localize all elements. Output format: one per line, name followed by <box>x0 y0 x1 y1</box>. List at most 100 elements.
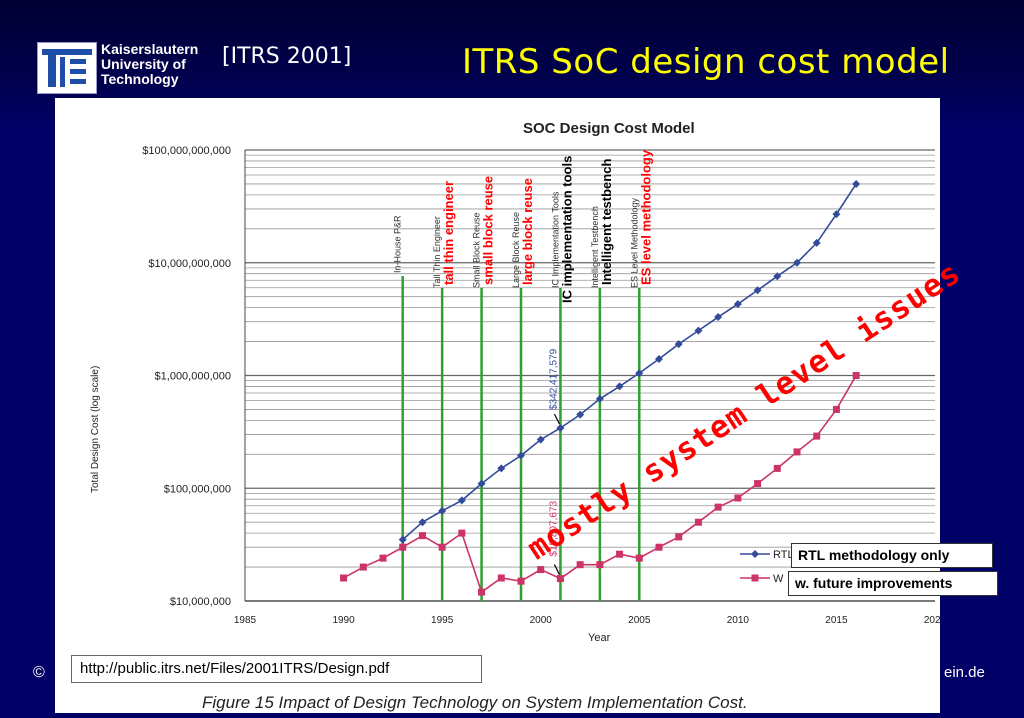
rtl-series-line <box>402 183 857 541</box>
rtl-data-point <box>477 479 486 488</box>
series <box>340 179 861 596</box>
source-tag: [ITRS 2001] <box>222 44 352 69</box>
future-data-point <box>379 554 387 562</box>
rtl-data-point <box>418 518 427 527</box>
future-data-point <box>556 575 564 583</box>
rtl-data-point <box>457 496 466 505</box>
future-data-point <box>714 503 722 511</box>
rtl-data-point <box>398 535 407 544</box>
data-label: $15,807,673 <box>548 501 559 557</box>
x-axis-label: Year <box>588 632 611 644</box>
future-data-point <box>359 563 367 571</box>
legend-swatch-marker <box>751 574 759 582</box>
rtl-data-point <box>438 506 447 515</box>
x-tick-label: 2020 <box>924 615 940 626</box>
rtl-data-point <box>832 210 841 219</box>
milestone-label: In-House P&R <box>393 215 403 273</box>
rtl-data-point <box>615 382 624 391</box>
rtl-data-point <box>812 238 821 247</box>
future-data-point <box>596 561 604 569</box>
x-tick-label: 2005 <box>628 615 651 626</box>
rtl-data-point <box>655 355 663 364</box>
y-tick-label: $10,000,000 <box>170 596 231 608</box>
rtl-data-point <box>635 369 644 378</box>
source-url[interactable]: http://public.itrs.net/Files/2001ITRS/De… <box>71 655 482 683</box>
future-data-point <box>478 588 486 596</box>
slide-title: ITRS SoC design cost model <box>462 42 950 82</box>
future-data-point <box>497 574 505 582</box>
rtl-data-point <box>852 179 861 188</box>
future-data-point <box>754 480 762 488</box>
legend-swatch-marker <box>751 550 759 558</box>
footer-link-fragment: ein.de <box>944 664 985 681</box>
legend-entry-rtl: RTL methodology only <box>791 543 993 568</box>
milestone-lines <box>401 276 641 601</box>
future-data-point <box>773 464 781 472</box>
chart-title: SOC Design Cost Model <box>523 120 695 137</box>
x-tick-label: 2000 <box>530 615 553 626</box>
rtl-data-point <box>536 435 545 444</box>
future-data-point <box>418 532 426 540</box>
future-data-point <box>793 448 801 456</box>
logo-icon <box>42 49 92 87</box>
rtl-data-point <box>556 423 565 432</box>
future-data-point <box>399 543 407 551</box>
future-data-point <box>832 405 840 413</box>
rtl-data-point <box>497 464 506 473</box>
copyright-mark: © <box>33 664 45 681</box>
rtl-data-point <box>733 300 742 309</box>
rtl-data-point <box>576 410 585 419</box>
university-name: Kaiserslautern University of Technology <box>101 42 198 87</box>
milestone-highlight-label: small block reuse <box>481 176 496 285</box>
y-axis-label: Total Design Cost (log scale) <box>90 366 101 493</box>
milestone-label: Tall Thin Engineer <box>432 216 442 288</box>
axes <box>244 150 935 602</box>
university-logo <box>37 42 97 94</box>
future-data-point <box>616 550 624 558</box>
chart-labels: $10,000,000 $100,000,000 $1,000,000,000 $10… <box>142 145 946 626</box>
y-tick-label: $100,000,000 <box>164 483 231 495</box>
future-data-point <box>340 574 348 582</box>
future-data-point <box>635 554 643 562</box>
university-name-line: Kaiserslautern <box>101 41 199 57</box>
milestone-label: IC Implementation Tools <box>550 191 560 288</box>
y-tick-label: $1,000,000,000 <box>155 371 231 383</box>
future-data-point <box>852 372 860 379</box>
x-tick-label: 1990 <box>332 615 355 626</box>
future-data-point <box>537 566 545 574</box>
grid <box>245 149 935 602</box>
rtl-data-point <box>674 340 683 349</box>
milestone-highlight-label: IC implementation tools <box>559 156 574 303</box>
rtl-data-point <box>753 286 762 295</box>
x-tick-label: 2010 <box>727 615 750 626</box>
figure-caption: Figure 15 Impact of Design Technology on… <box>202 693 748 712</box>
y-tick-label: $10,000,000,000 <box>148 258 231 270</box>
milestone-highlight-label: tall thin engineer <box>441 181 456 285</box>
y-tick-label: $100,000,000,000 <box>142 145 231 157</box>
legend-entry-future: w. future improvements <box>788 571 998 596</box>
rtl-data-point <box>793 258 801 267</box>
rtl-data-point <box>517 451 525 460</box>
milestone-label: Intelligent Testbench <box>590 206 600 288</box>
legend-small-label: RTL <box>773 549 794 561</box>
future-data-point <box>458 529 466 537</box>
future-data-point <box>655 543 663 551</box>
future-data-point <box>576 561 584 569</box>
future-data-point <box>813 432 821 440</box>
data-label-arrow <box>553 564 560 575</box>
university-name-line: University of <box>101 56 186 72</box>
legend-small-label: W <box>773 573 784 585</box>
future-data-point <box>694 518 702 526</box>
rtl-data-point <box>773 272 782 281</box>
x-tick-label: 2015 <box>825 615 848 626</box>
rtl-data-point <box>595 394 604 403</box>
milestone-label: Small Block Reuse <box>472 212 482 288</box>
future-data-point <box>517 577 525 585</box>
x-tick-label: 1985 <box>234 615 257 626</box>
x-tick-label: 1995 <box>431 615 454 626</box>
future-data-point <box>675 533 683 541</box>
chart-panel: $10,000,000 $100,000,000 $1,000,000,000 $10… <box>55 98 947 713</box>
data-label-arrow <box>553 413 560 425</box>
cost-model-chart: $10,000,000 $100,000,000 $1,000,000,000 $10… <box>90 120 947 712</box>
data-label: $342,417,579 <box>548 348 559 410</box>
